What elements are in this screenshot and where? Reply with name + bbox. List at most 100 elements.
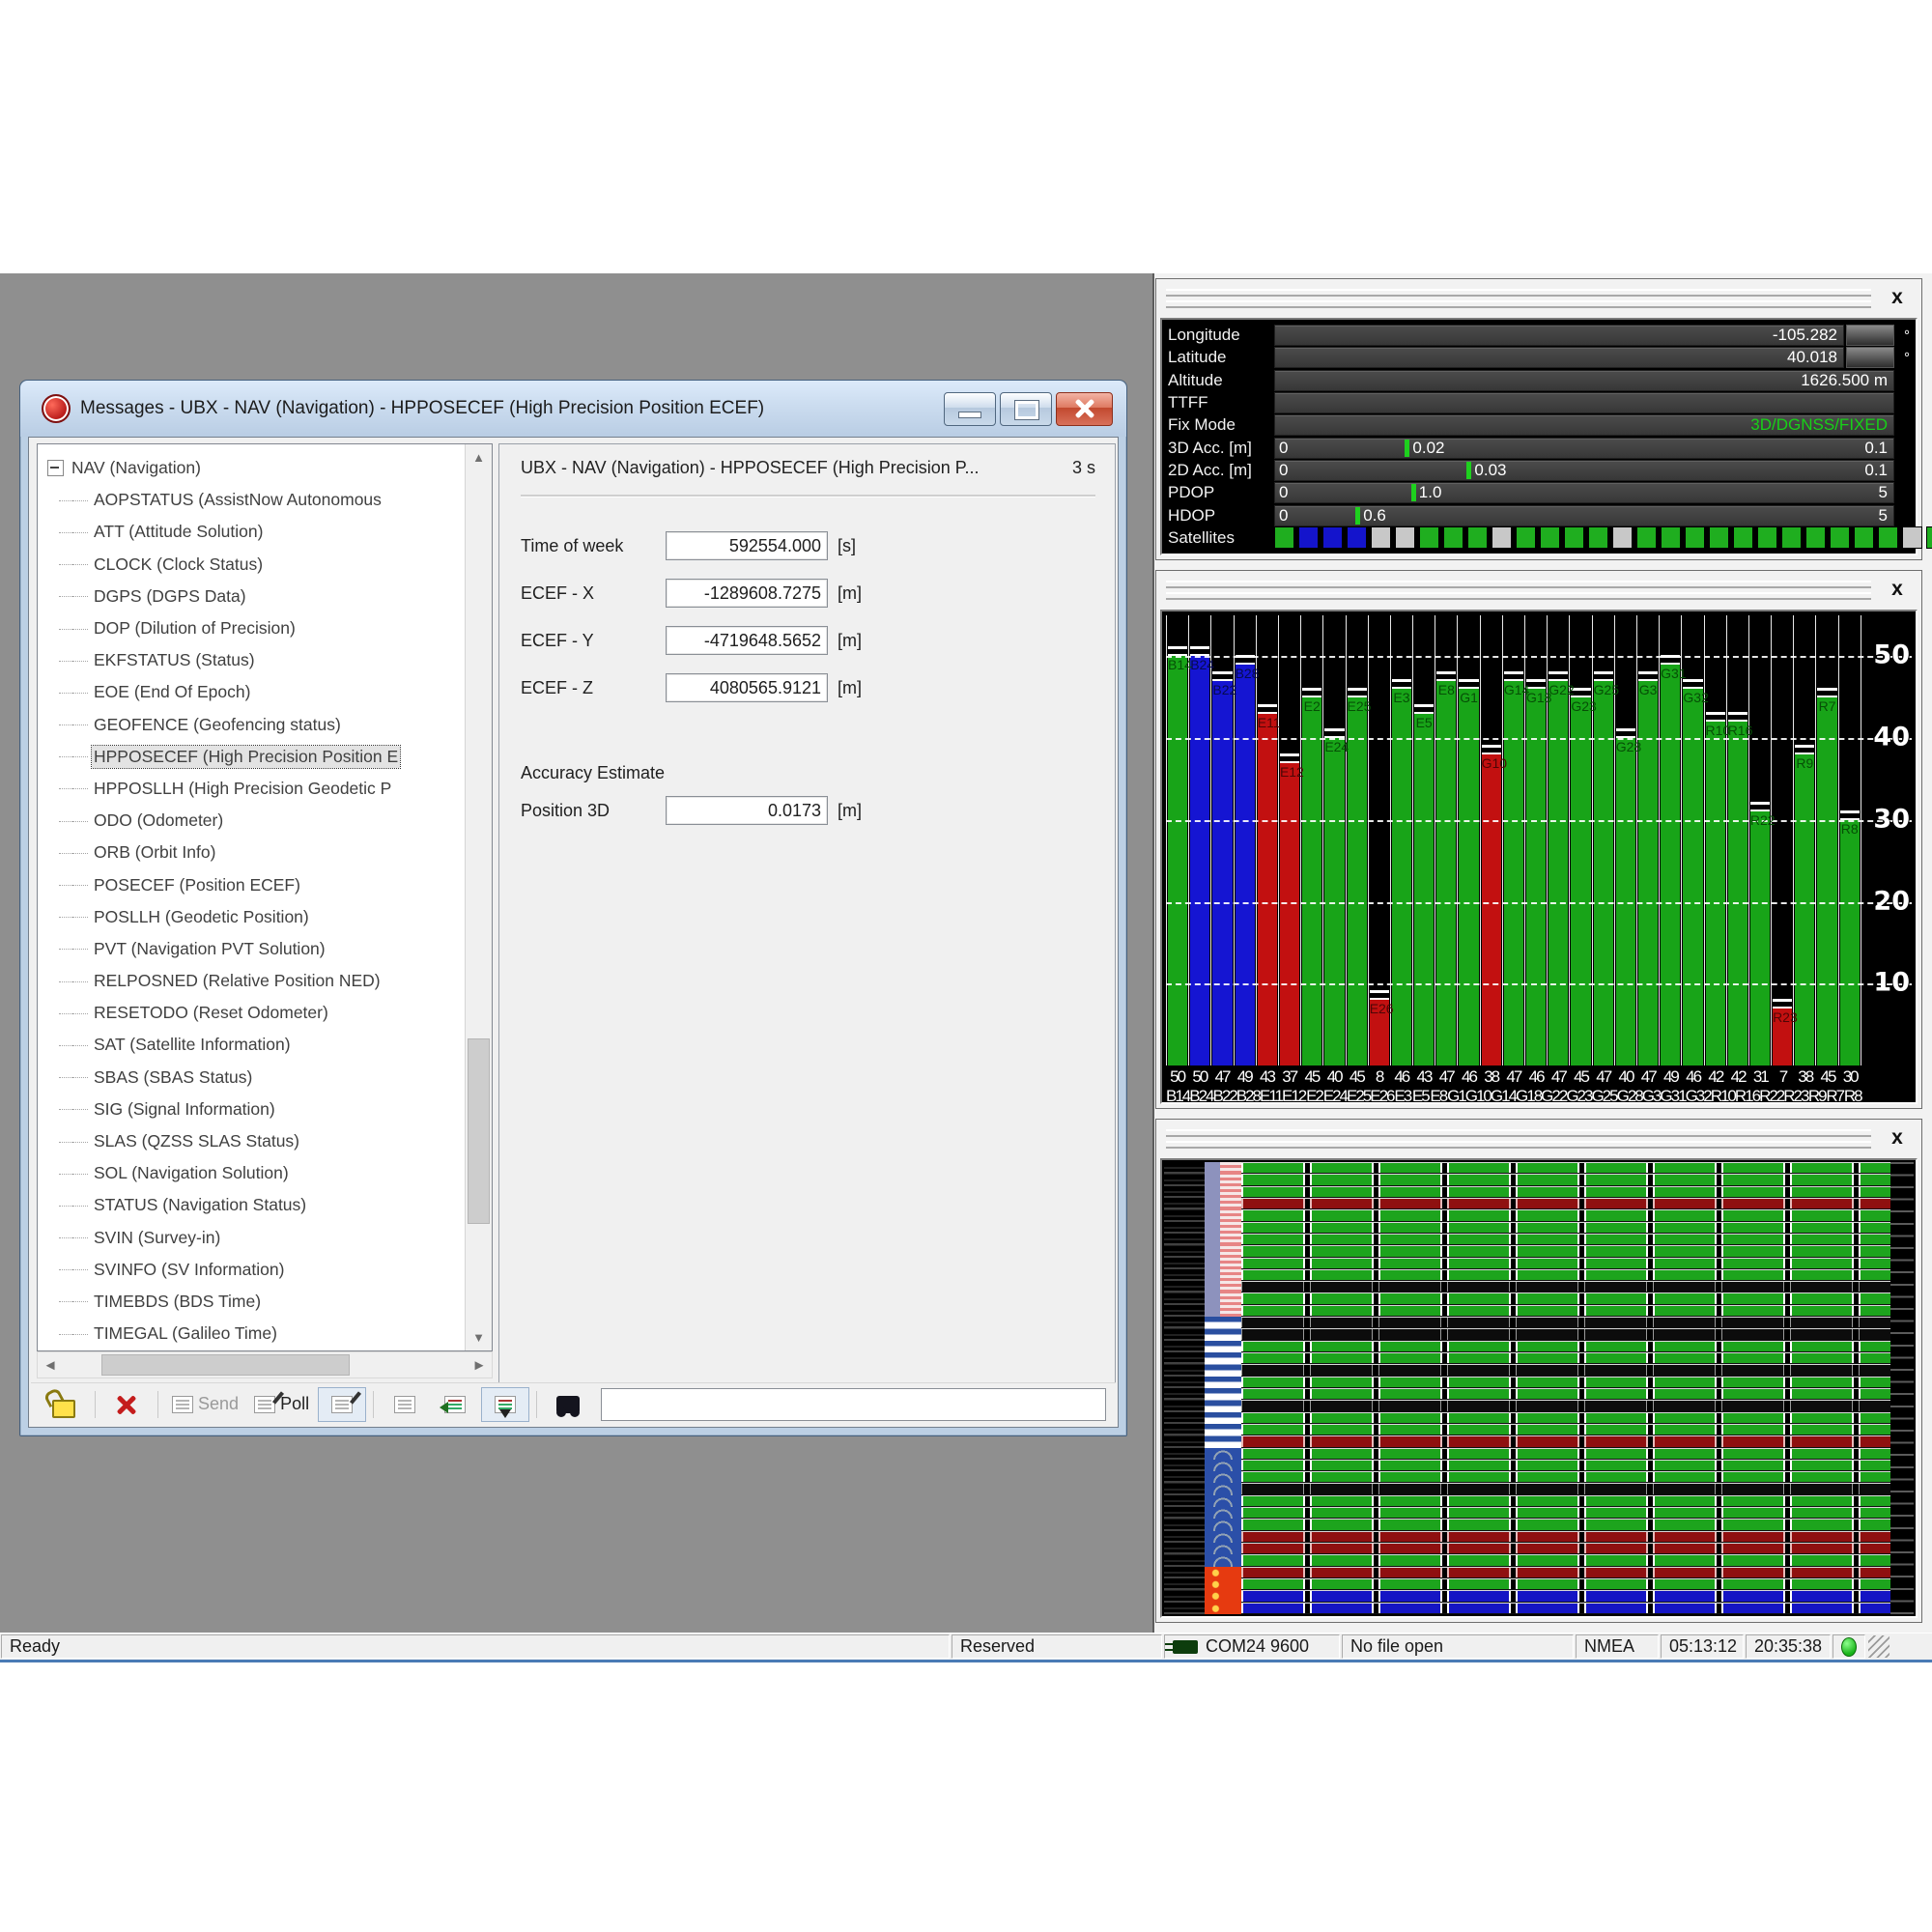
cno-bar-label: G22 [1548,681,1575,697]
history-flag-ru [1205,1340,1241,1352]
history-segments [1241,1387,1890,1401]
history-row-meta [1164,1423,1205,1436]
tree-item[interactable]: CLOCK (Clock Status) [38,549,465,581]
tree-item[interactable]: TIMEGAL (Galileo Time) [38,1318,465,1350]
history-row [1164,1304,1890,1318]
gauge-marker [1466,461,1472,479]
satellite-square [1685,526,1705,550]
status-local-time: 20:35:38 [1746,1634,1831,1659]
tree-item[interactable]: SAT (Satellite Information) [38,1029,465,1061]
cno-value-label: 37 [1282,1067,1298,1086]
tree-item[interactable]: SLAS (QZSS SLAS Status) [38,1125,465,1157]
signal-panel-header[interactable]: x [1156,571,1921,610]
tree-item[interactable]: EKFSTATUS (Status) [38,644,465,676]
gradient-swatch [1846,347,1894,369]
messages-window-titlebar[interactable]: Messages - UBX - NAV (Navigation) - HPPO… [20,381,1126,437]
data-row-label: TTFF [1168,392,1208,412]
tree-item[interactable]: SOL (Navigation Solution) [38,1157,465,1189]
lock-button[interactable] [40,1387,88,1422]
field-value-box[interactable]: 0.0173 [666,796,828,825]
history-segments [1241,1494,1890,1508]
tree-item[interactable]: HPPOSECEF (High Precision Position E [38,741,465,773]
scroll-down-arrow[interactable]: ▼ [472,1330,485,1345]
data-panel-header[interactable]: x [1156,279,1921,318]
history-flag-ru [1205,1317,1241,1329]
history-row [1164,1566,1890,1578]
field-value-box[interactable]: 4080565.9121 [666,673,828,702]
tree-item[interactable]: HPPOSLLH (High Precision Geodetic P [38,773,465,805]
cno-id-label: R22 [1759,1087,1785,1105]
tree-item[interactable]: SIG (Signal Information) [38,1094,465,1125]
resize-grip[interactable] [1868,1635,1889,1658]
send-button[interactable]: Send [165,1387,245,1422]
scroll-follow-toggle[interactable] [481,1386,530,1422]
minimize-button[interactable] [944,391,996,426]
history-segments [1241,1304,1890,1318]
field-value-box[interactable]: 592554.000 [666,531,828,560]
horizontal-scroll-thumb[interactable] [101,1354,350,1376]
scroll-up-arrow[interactable]: ▲ [472,450,485,465]
close-button[interactable] [1056,391,1113,426]
history-panel-header[interactable]: x [1156,1120,1921,1158]
tree-item-label: AOPSTATUS (AssistNow Autonomous [94,490,382,510]
scroll-right-arrow[interactable]: ► [471,1356,487,1374]
tree-item[interactable]: RELPOSNED (Relative Position NED) [38,965,465,997]
tree-vertical-scrollbar[interactable]: ▲ ▼ [465,444,492,1350]
history-row-meta [1164,1577,1205,1591]
field-value-box[interactable]: -4719648.5652 [666,626,828,655]
data-row-value: -105.282 [1772,326,1837,344]
tree-item-label: RELPOSNED (Relative Position NED) [94,971,381,991]
history-segments [1241,1281,1890,1293]
close-panel-icon[interactable]: x [1891,286,1903,308]
tree-item[interactable]: TIMEBDS (BDS Time) [38,1286,465,1318]
cno-bar-label: B22 [1212,681,1237,697]
tree-item[interactable]: ODO (Odometer) [38,805,465,837]
tree-item[interactable]: PVT (Navigation PVT Solution) [38,933,465,965]
cno-bar: E3 [1391,687,1412,1065]
tree-item[interactable]: SBAS (SBAS Status) [38,1062,465,1094]
tree-root-nav[interactable]: NAV (Navigation) [38,452,465,484]
tree-item[interactable]: ORB (Orbit Info) [38,837,465,868]
tree-item[interactable]: STATUS (Navigation Status) [38,1189,465,1221]
satellites-label: Satellites [1168,527,1235,547]
maximize-button[interactable] [1000,391,1052,426]
toolbar-search-field[interactable] [601,1387,1106,1421]
vertical-scroll-thumb[interactable] [468,1038,490,1224]
find-button[interactable] [544,1387,592,1422]
tree-item[interactable]: DOP (Dilution of Precision) [38,612,465,644]
cno-bar-label: E5 [1415,714,1433,730]
satellite-square [1805,526,1826,550]
delete-button[interactable] [102,1387,151,1422]
tree-item[interactable]: SVIN (Survey-in) [38,1222,465,1254]
satellite-square [1540,526,1560,550]
satellite-square [1492,526,1512,550]
tree-item[interactable]: POSECEF (Position ECEF) [38,868,465,900]
status-port[interactable]: COM24 9600 [1164,1634,1340,1659]
close-panel-icon[interactable]: x [1891,578,1903,600]
cno-max-tick [1593,670,1613,674]
dump-left-button[interactable] [431,1387,479,1422]
cno-bar-label: G28 [1615,739,1642,755]
scroll-left-arrow[interactable]: ◄ [43,1356,58,1374]
poll-button[interactable]: Poll [247,1387,316,1422]
tree-horizontal-scrollbar[interactable]: ◄ ► [37,1351,493,1378]
tree-item[interactable]: GEOFENCE (Geofencing status) [38,709,465,741]
tree-item[interactable]: SVINFO (SV Information) [38,1254,465,1286]
history-row-meta [1164,1376,1205,1388]
data-row-unit: ° [1904,327,1910,344]
close-panel-icon[interactable]: x [1891,1126,1903,1149]
cno-gridline [1166,656,1912,659]
tree-item[interactable]: EOE (End Of Epoch) [38,676,465,708]
collapse-icon[interactable] [47,460,64,477]
tree-item[interactable]: RESETODO (Reset Odometer) [38,997,465,1029]
tree-item[interactable]: DGPS (DGPS Data) [38,581,465,612]
data-row-value-bar: -105.282 [1274,325,1844,346]
history-segments [1241,1554,1890,1567]
tree-item[interactable]: ATT (Attitude Solution) [38,516,465,548]
tree-item[interactable]: POSLLH (Geodetic Position) [38,901,465,933]
auto-poll-toggle[interactable] [318,1386,367,1422]
copy-page-button[interactable] [381,1387,429,1422]
com-plug-icon [1165,1639,1198,1654]
field-value-box[interactable]: -1289608.7275 [666,579,828,608]
tree-item[interactable]: AOPSTATUS (AssistNow Autonomous [38,484,465,516]
